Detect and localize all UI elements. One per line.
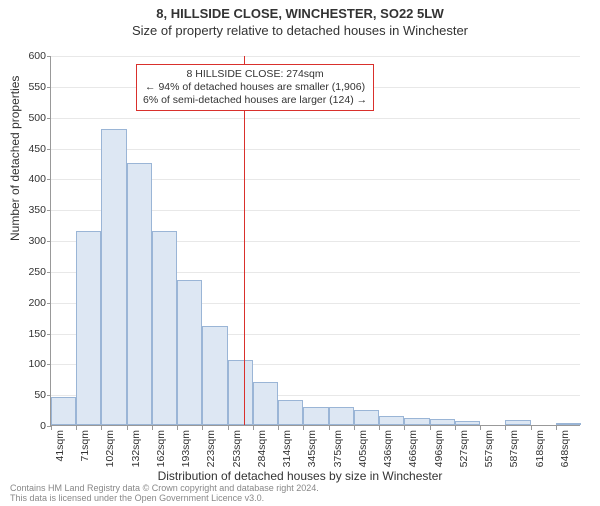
x-tick-label: 284sqm [256,430,268,467]
x-tick-label: 527sqm [458,430,470,467]
histogram-bar [455,421,480,425]
x-tick-mark [278,426,279,430]
histogram-bar [430,419,455,425]
x-tick-label: 375sqm [332,430,344,467]
y-tick-label: 100 [16,358,46,370]
y-axis-label: Number of detached properties [8,76,22,241]
x-tick-label: 466sqm [407,430,419,467]
gridline [51,149,580,150]
histogram-bar [253,382,278,425]
x-tick-label: 223sqm [205,430,217,467]
x-tick-mark [556,426,557,430]
histogram-bar [76,231,101,425]
y-tick-label: 450 [16,143,46,155]
footer-attribution: Contains HM Land Registry data © Crown c… [10,484,319,504]
x-tick-label: 496sqm [433,430,445,467]
x-tick-label: 557sqm [483,430,495,467]
x-tick-mark [51,426,52,430]
x-tick-label: 405sqm [357,430,369,467]
info-box: 8 HILLSIDE CLOSE: 274sqm← 94% of detache… [136,64,374,111]
y-tick-label: 50 [16,389,46,401]
x-tick-label: 102sqm [104,430,116,467]
x-tick-label: 618sqm [534,430,546,467]
page-title: 8, HILLSIDE CLOSE, WINCHESTER, SO22 5LW [0,6,600,21]
histogram-bar [51,397,76,425]
x-tick-label: 587sqm [508,430,520,467]
x-tick-mark [152,426,153,430]
x-tick-label: 162sqm [155,430,167,467]
chart-area: 05010015020025030035040045050055060041sq… [50,56,580,426]
x-tick-mark [379,426,380,430]
x-tick-mark [101,426,102,430]
info-line-3: 6% of semi-detached houses are larger (1… [143,94,367,107]
y-tick-label: 250 [16,266,46,278]
histogram-bar [505,420,530,425]
x-tick-label: 648sqm [559,430,571,467]
histogram-bar [354,410,379,425]
x-tick-label: 41sqm [54,430,66,462]
y-tick-label: 350 [16,204,46,216]
histogram-bar [101,129,126,425]
x-tick-mark [354,426,355,430]
y-tick-label: 500 [16,112,46,124]
x-tick-mark [202,426,203,430]
histogram-bar [556,423,581,425]
histogram-bar [329,407,354,426]
x-tick-mark [177,426,178,430]
y-tick-label: 150 [16,328,46,340]
x-tick-label: 132sqm [130,430,142,467]
y-tick-label: 550 [16,81,46,93]
histogram-bar [127,163,152,425]
x-tick-mark [228,426,229,430]
y-tick-label: 0 [16,420,46,432]
footer-line-2: This data is licensed under the Open Gov… [10,494,319,504]
histogram-bar [404,418,429,425]
x-tick-mark [127,426,128,430]
x-tick-mark [329,426,330,430]
histogram-bar [152,231,177,425]
x-tick-mark [404,426,405,430]
info-line-2: ← 94% of detached houses are smaller (1,… [143,81,367,94]
x-tick-label: 193sqm [180,430,192,467]
x-tick-mark [531,426,532,430]
page-subtitle: Size of property relative to detached ho… [0,23,600,38]
gridline [51,56,580,57]
x-tick-mark [253,426,254,430]
histogram-bar [303,407,328,426]
x-tick-label: 345sqm [306,430,318,467]
y-tick-label: 600 [16,50,46,62]
x-tick-label: 436sqm [382,430,394,467]
info-line-1: 8 HILLSIDE CLOSE: 274sqm [143,68,367,81]
x-axis-label: Distribution of detached houses by size … [0,469,600,483]
x-tick-mark [505,426,506,430]
gridline [51,118,580,119]
histogram-bar [278,400,303,425]
histogram-bar [202,326,227,425]
histogram-bar [228,360,253,425]
x-tick-label: 71sqm [79,430,91,462]
histogram-bar [177,280,202,425]
x-tick-mark [76,426,77,430]
plot-region: 05010015020025030035040045050055060041sq… [50,56,580,426]
y-tick-label: 400 [16,173,46,185]
x-tick-mark [303,426,304,430]
x-tick-label: 253sqm [231,430,243,467]
y-tick-label: 300 [16,235,46,247]
x-tick-mark [430,426,431,430]
histogram-bar [379,416,404,425]
y-tick-label: 200 [16,297,46,309]
x-tick-mark [480,426,481,430]
x-tick-label: 314sqm [281,430,293,467]
x-tick-mark [455,426,456,430]
